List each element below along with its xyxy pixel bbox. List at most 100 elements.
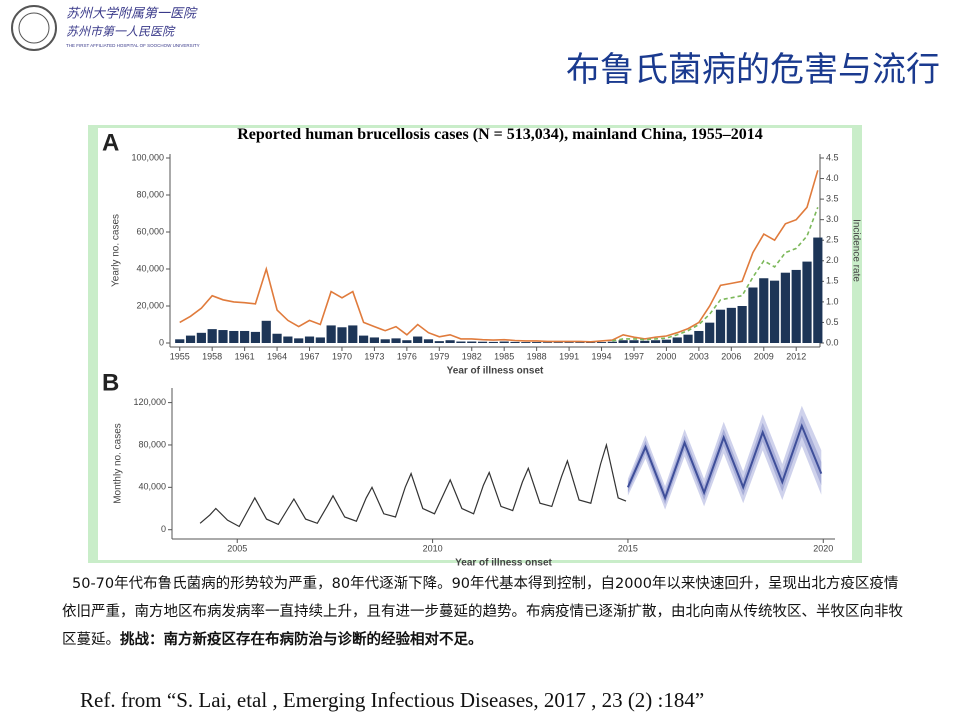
bar (726, 307, 736, 343)
y-axis-label: Monthly no. cases (113, 423, 124, 504)
bar (175, 339, 185, 343)
bar (564, 342, 574, 343)
logo-emblem (11, 5, 57, 51)
x-tick-label: 1988 (527, 351, 547, 361)
bar (791, 269, 801, 343)
logo-text: THE FIRST AFFILIATED HOSPITAL OF SOOCHOW… (66, 43, 200, 48)
bar (434, 341, 444, 343)
x-tick-label: 2015 (618, 543, 638, 553)
y2-tick-label: 0.0 (826, 337, 839, 347)
bar (185, 335, 196, 343)
x-tick-label: 1958 (202, 351, 222, 361)
bar (391, 338, 401, 343)
y-tick-label: 40,000 (136, 263, 164, 273)
figure-bg (98, 128, 852, 560)
bar (769, 280, 780, 343)
bar (348, 325, 358, 343)
line (626, 423, 823, 501)
bar (661, 339, 672, 343)
x-tick-label: 2006 (721, 351, 741, 361)
x-tick-label: 1991 (559, 351, 579, 361)
y-axis-label: Yearly no. cases (111, 214, 122, 287)
bar (640, 340, 650, 343)
y2-tick-label: 0.5 (826, 317, 839, 327)
bar (413, 336, 423, 343)
x-axis-label: Year of illness onset (447, 366, 544, 377)
line (199, 442, 627, 528)
bar (510, 341, 520, 343)
x-tick-label: 1955 (170, 351, 190, 361)
bar (380, 339, 390, 343)
bar (748, 287, 758, 343)
x-tick-label: 1964 (267, 351, 287, 361)
x-tick-label: 1985 (494, 351, 514, 361)
x-tick-label: 1973 (364, 351, 384, 361)
bar (694, 330, 704, 343)
x-tick-label: 1979 (429, 351, 449, 361)
bar (759, 278, 769, 343)
logo-text: 苏州市第一人民医院 (66, 25, 176, 39)
bar (521, 342, 531, 343)
x-tick-label: 2003 (689, 351, 709, 361)
y2-tick-label: 4.0 (826, 173, 839, 183)
x-axis-label: Year of illness onset (455, 558, 552, 569)
y2-tick-label: 2.0 (826, 255, 839, 265)
logo-text: 苏州大学附属第一医院 (66, 6, 198, 22)
bar (586, 342, 596, 343)
x-tick-label: 1970 (332, 351, 352, 361)
bar (780, 272, 790, 343)
bar (445, 340, 455, 343)
y2-tick-label: 1.5 (826, 276, 839, 286)
y2-tick-label: 4.5 (826, 152, 839, 162)
bar (596, 342, 607, 343)
y2-tick-label: 3.5 (826, 193, 839, 203)
bar (196, 332, 206, 343)
bar (369, 337, 380, 343)
x-tick-label: 2000 (656, 351, 676, 361)
y-tick-label: 120,000 (133, 397, 166, 407)
y-tick-label: 0 (159, 337, 164, 347)
x-tick-label: 1982 (462, 351, 482, 361)
slide-title: 布鲁氏菌病的危害与流行 (566, 50, 940, 90)
x-tick-label: 1967 (300, 351, 320, 361)
bar (304, 336, 315, 343)
bar (261, 320, 271, 343)
bar (813, 237, 823, 343)
bar (326, 325, 336, 343)
x-tick-label: 2009 (754, 351, 774, 361)
bar (542, 342, 553, 343)
bar (629, 340, 639, 343)
bar (250, 331, 261, 343)
bar (683, 334, 693, 343)
bar (737, 306, 747, 343)
y2-tick-label: 3.0 (826, 214, 839, 224)
bar (672, 337, 682, 343)
bar (240, 330, 250, 343)
x-tick-label: 2010 (423, 543, 443, 553)
bar (315, 337, 325, 343)
reference: Ref. from “S. Lai, etal , Emerging Infec… (80, 688, 705, 712)
bar (423, 339, 434, 343)
logo-emblem (18, 12, 50, 44)
y-tick-label: 100,000 (131, 152, 164, 162)
bar (477, 341, 488, 343)
bar (499, 341, 509, 343)
y-tick-label: 20,000 (136, 300, 164, 310)
y-tick-label: 0 (161, 524, 166, 534)
line (612, 207, 819, 342)
chart-title: Reported human brucellosis cases (N = 51… (237, 126, 763, 143)
bar (402, 340, 412, 343)
bar (607, 341, 617, 343)
bar (488, 341, 498, 343)
panel-letter: A (102, 129, 119, 156)
bar (705, 322, 715, 343)
bar (283, 336, 293, 343)
x-tick-label: 1961 (235, 351, 255, 361)
y-tick-label: 40,000 (138, 482, 166, 492)
y-tick-label: 80,000 (138, 439, 166, 449)
y-tick-label: 60,000 (136, 226, 164, 236)
paragraph: 50-70年代布鲁氏菌病的形势较为严重，80年代逐渐下降。90年代基本得到控制，… (62, 570, 908, 654)
y2-tick-label: 1.0 (826, 296, 839, 306)
